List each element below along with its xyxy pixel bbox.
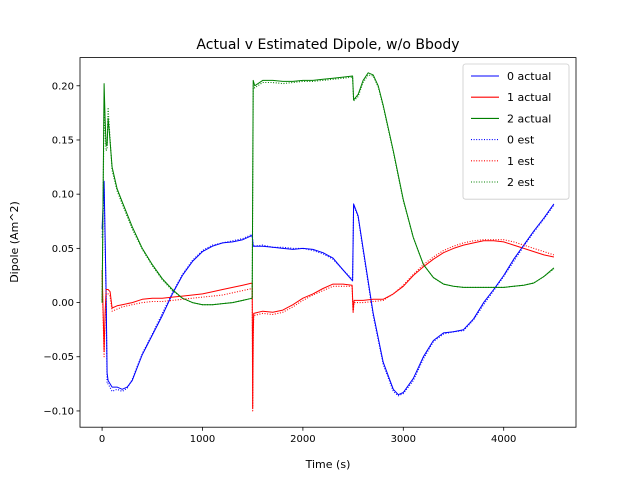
y-axis: −0.10 −0.05 0.00 0.05 0.10 0.15 0.20	[43, 81, 80, 417]
legend-box	[462, 63, 570, 200]
y-tick-label: 0.05	[52, 244, 74, 255]
legend-label: 1 actual	[507, 91, 551, 104]
y-tick-label: 0.15	[52, 135, 74, 146]
x-tick-label: 3000	[391, 434, 416, 445]
y-tick-label: −0.10	[43, 406, 74, 417]
legend-label: 0 est	[507, 134, 535, 147]
x-axis-title: Time (s)	[305, 458, 351, 471]
y-tick-label: 0.10	[52, 190, 74, 201]
legend-label: 0 actual	[507, 70, 551, 83]
series-line-1-est	[101, 239, 555, 412]
y-tick-label: −0.05	[43, 352, 74, 363]
legend-label: 2 actual	[507, 112, 551, 125]
series-line-2-actual	[101, 72, 555, 306]
legend-label: 2 est	[507, 176, 535, 189]
plot-frame	[79, 57, 577, 428]
y-axis-title: Dipole (Am^2)	[8, 201, 21, 283]
series-layer	[101, 72, 555, 412]
x-tick-label: 1000	[190, 434, 215, 445]
y-tick-label: 0.00	[52, 298, 74, 309]
y-tick-label: 0.20	[52, 81, 74, 92]
chart-title: Actual v Estimated Dipole, w/o Bbody	[196, 37, 459, 53]
x-tick-label: 2000	[290, 434, 315, 445]
series-line-1-actual	[101, 240, 555, 409]
legend-label: 1 est	[507, 155, 535, 168]
series-line-2-est	[101, 74, 555, 306]
x-axis: 0 1000 2000 3000 4000	[99, 427, 516, 445]
legend: 0 actual 1 actual 2 actual 0 est 1 est 2 est	[462, 63, 570, 200]
x-tick-label: 0	[99, 434, 105, 445]
x-tick-label: 4000	[491, 434, 516, 445]
